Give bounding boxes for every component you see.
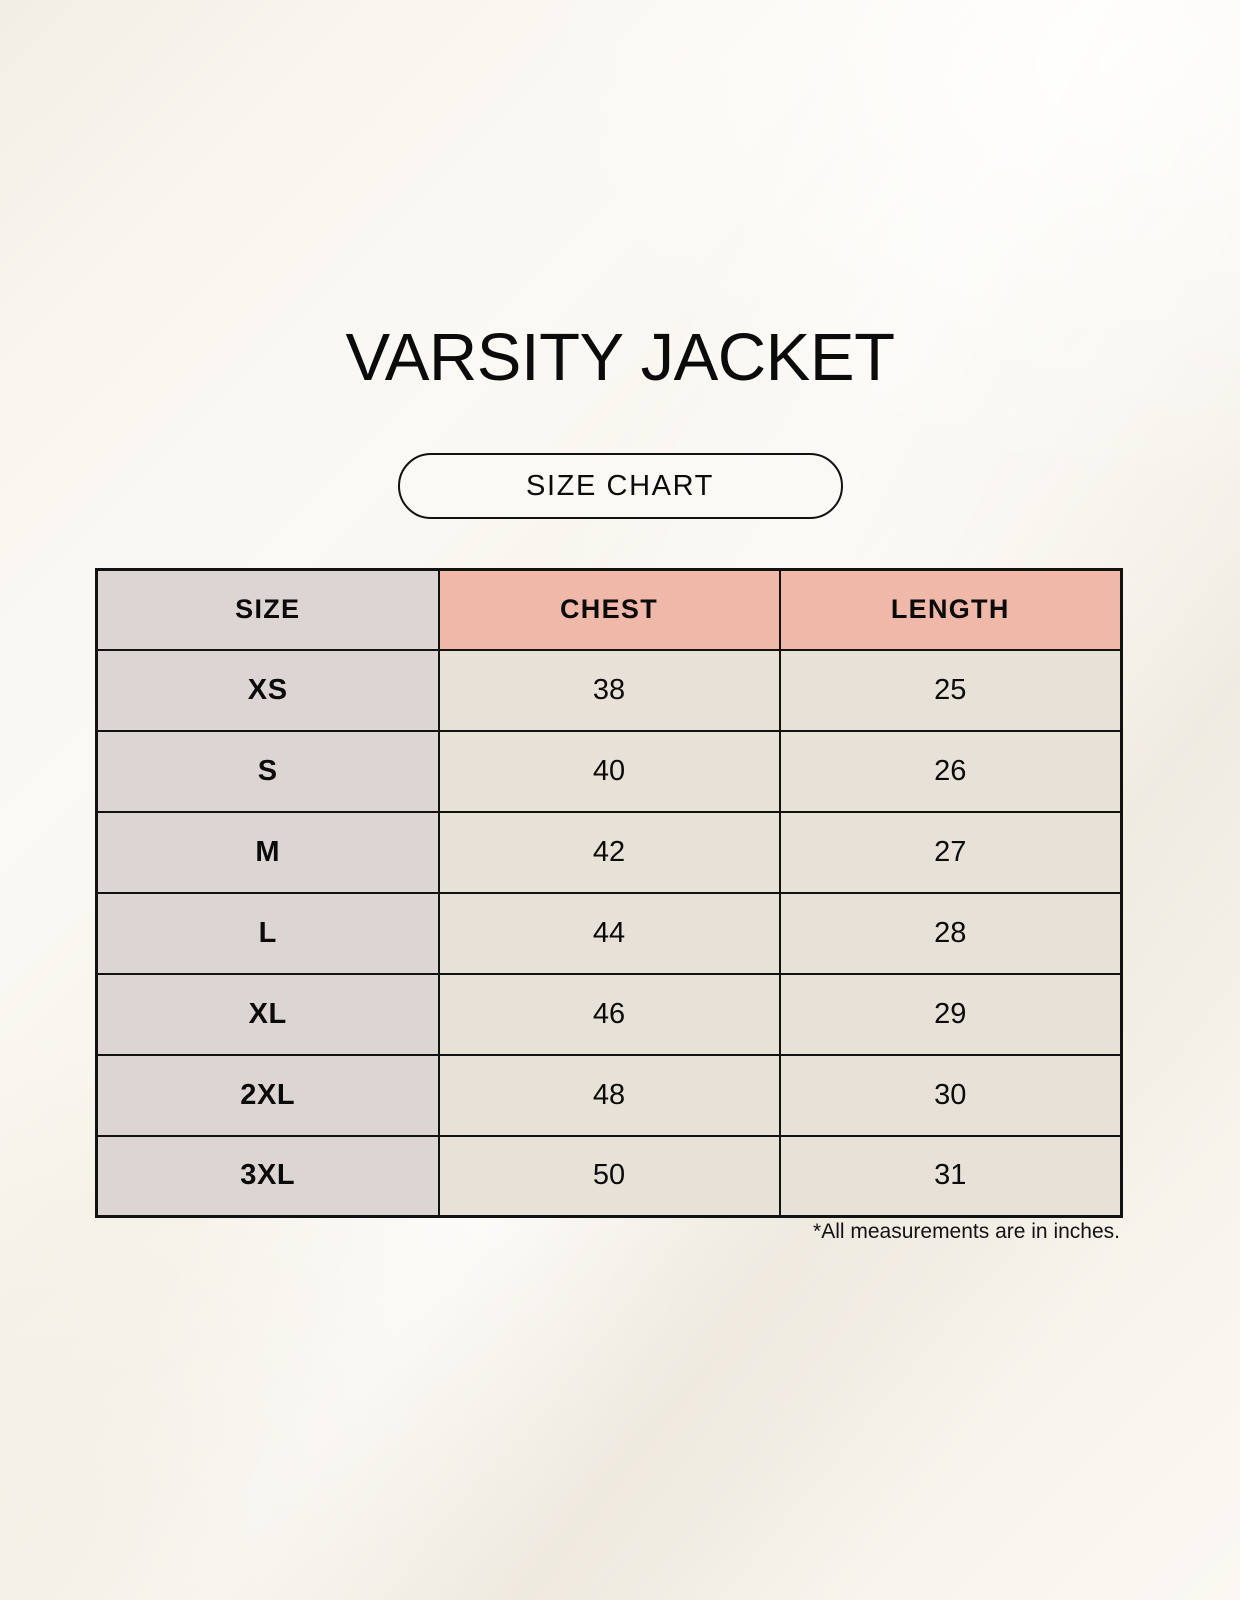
cell-chest: 50 <box>437 1134 781 1218</box>
cell-chest: 42 <box>437 810 781 894</box>
cell-size: M <box>95 810 440 894</box>
cell-chest: 40 <box>437 729 781 813</box>
table-row: M 42 27 <box>95 810 1123 894</box>
column-header-size: SIZE <box>95 568 440 651</box>
measurements-footnote: *All measurements are in inches. <box>813 1220 1120 1243</box>
cell-size: 3XL <box>95 1134 440 1218</box>
cell-length: 27 <box>778 810 1123 894</box>
size-chart-badge-label: SIZE CHART <box>526 469 714 502</box>
column-header-length: LENGTH <box>778 568 1123 651</box>
table-row: 3XL 50 31 <box>95 1134 1123 1218</box>
cell-length: 28 <box>778 891 1123 975</box>
cell-chest: 44 <box>437 891 781 975</box>
size-table-container: SIZE CHEST LENGTH XS 38 25 S 40 26 M 42 27 L 44 28 X… <box>95 568 1123 1218</box>
cell-length: 31 <box>778 1134 1123 1218</box>
table-row: L 44 28 <box>95 891 1123 975</box>
table-row: XL 46 29 <box>95 972 1123 1056</box>
size-chart-badge: SIZE CHART <box>397 453 843 519</box>
size-table-header: SIZE CHEST LENGTH <box>95 568 1123 651</box>
cell-size: XL <box>95 972 440 1056</box>
cell-size: XS <box>95 648 440 732</box>
cell-size: L <box>95 891 440 975</box>
cell-length: 25 <box>778 648 1123 732</box>
page-title: VARSITY JACKET <box>345 320 896 395</box>
cell-length: 26 <box>778 729 1123 813</box>
cell-chest: 38 <box>437 648 781 732</box>
cell-chest: 46 <box>437 972 781 1056</box>
cell-size: 2XL <box>95 1053 440 1137</box>
table-header-row: SIZE CHEST LENGTH <box>95 568 1123 651</box>
cell-chest: 48 <box>437 1053 781 1137</box>
cell-size: S <box>95 729 440 813</box>
size-table: SIZE CHEST LENGTH XS 38 25 S 40 26 M 42 27 L 44 28 X… <box>95 568 1123 1218</box>
cell-length: 30 <box>778 1053 1123 1137</box>
badge-container: SIZE CHART <box>0 453 1240 519</box>
column-header-chest: CHEST <box>437 568 781 651</box>
size-table-body: XS 38 25 S 40 26 M 42 27 L 44 28 XL 46 29 2XL 48 30 3XL 50 3… <box>95 648 1123 1218</box>
table-row: S 40 26 <box>95 729 1123 813</box>
table-row: XS 38 25 <box>95 648 1123 732</box>
cell-length: 29 <box>778 972 1123 1056</box>
table-row: 2XL 48 30 <box>95 1053 1123 1137</box>
